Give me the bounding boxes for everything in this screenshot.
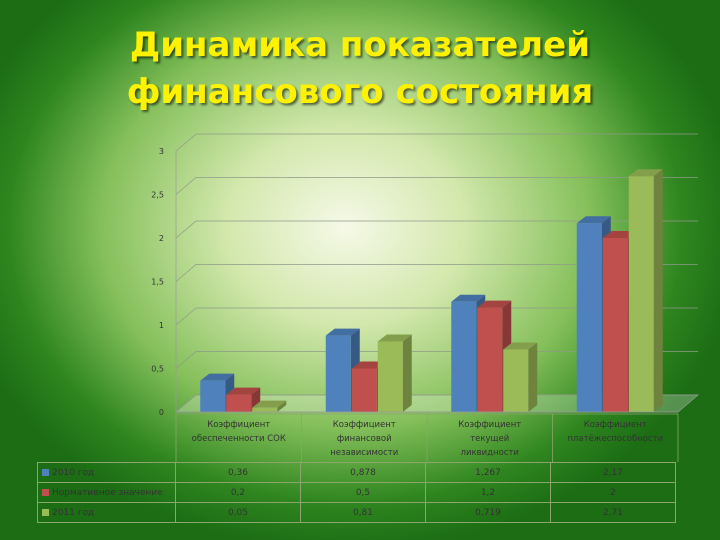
bar — [200, 380, 226, 412]
bar-top — [377, 334, 412, 342]
legend-entry: 2011 год — [37, 502, 176, 523]
bar — [576, 223, 602, 412]
gridline — [175, 264, 698, 282]
y-tick-label: 2 — [159, 234, 164, 243]
legend-swatch — [42, 488, 49, 496]
y-tick-label: 0 — [159, 408, 164, 417]
bar — [628, 176, 654, 412]
gridline — [175, 307, 698, 326]
y-tick-label: 2,5 — [151, 191, 164, 200]
data-label: 2,71 — [550, 502, 676, 523]
legend-entry: Нормативное значение — [37, 482, 176, 503]
bar — [325, 335, 351, 412]
bar-top — [226, 387, 261, 395]
data-table-row: 2010 год 0,36 0,878 1,267 2,17 — [37, 462, 676, 483]
y-tick-label: 1,5 — [151, 278, 164, 287]
bar-side — [277, 400, 287, 412]
bar — [351, 368, 377, 412]
legend-swatch — [42, 468, 49, 476]
gridline — [175, 177, 698, 195]
bar — [252, 407, 278, 412]
gridline — [175, 133, 698, 152]
data-label: 2 — [550, 482, 676, 503]
bar-top — [325, 328, 360, 336]
slide-title: Динамика показателей финансового состоян… — [0, 22, 720, 116]
legend-label: 2010 год — [52, 467, 95, 478]
y-tick-label: 3 — [159, 147, 164, 156]
legend-label: Нормативное значение — [52, 487, 163, 498]
data-table-row: 2011 год 0,05 0,81 0,719 2,71 — [37, 502, 676, 523]
data-label: 0,5 — [300, 482, 426, 503]
legend-entry: 2010 год — [37, 462, 176, 483]
data-label: 0,36 — [175, 462, 301, 483]
data-table-row: Нормативное значение 0,2 0,5 1,2 2 — [37, 482, 676, 503]
bar — [451, 301, 477, 412]
bar-top — [252, 400, 287, 408]
data-label: 2,17 — [550, 462, 676, 483]
bar-side — [528, 342, 538, 412]
bar — [503, 349, 529, 412]
category-label: финансовой — [337, 434, 392, 444]
bar-side — [402, 334, 412, 412]
bar-top — [477, 300, 512, 308]
chart-data-table: 2010 год 0,36 0,878 1,267 2,17 Нормативное зн… — [37, 462, 676, 523]
legend-swatch — [42, 508, 49, 516]
category-label: текущей — [470, 434, 509, 444]
bar-top — [628, 169, 663, 177]
data-label: 1,2 — [425, 482, 551, 503]
data-label: 1,267 — [425, 462, 551, 483]
y-tick-label: 0,5 — [151, 365, 164, 374]
data-label: 0,05 — [175, 502, 301, 523]
category-label: Коэффициент — [333, 420, 396, 430]
category-label: ликвидности — [461, 448, 519, 458]
y-tick-label: 1 — [159, 321, 164, 330]
bar-top — [351, 361, 386, 369]
category-label: платёжеспособности — [567, 434, 663, 444]
bar-top — [576, 216, 611, 224]
bar — [226, 394, 252, 412]
data-label: 0,2 — [175, 482, 301, 503]
bar-top — [602, 231, 637, 238]
legend-label: 2011 год — [52, 507, 95, 518]
bar — [477, 307, 503, 412]
bar — [377, 341, 403, 412]
slide-title-line-1: Динамика показателей — [129, 25, 591, 65]
slide-title-line-2: финансового состояния — [126, 72, 594, 112]
category-label: Коэффициент — [584, 420, 647, 430]
category-label: независимости — [330, 448, 398, 458]
bar — [602, 238, 628, 412]
data-label: 0,878 — [300, 462, 426, 483]
bar-top — [503, 342, 538, 350]
category-label: Коэффициент — [458, 420, 521, 430]
bar-top — [451, 294, 486, 302]
bar-side — [653, 169, 663, 412]
data-label: 0,719 — [425, 502, 551, 523]
category-label: Коэффициент — [207, 420, 270, 430]
gridline — [175, 220, 698, 239]
data-label: 0,81 — [300, 502, 426, 523]
bar-top — [200, 373, 235, 381]
category-label: обеспеченности СОК — [192, 434, 286, 444]
